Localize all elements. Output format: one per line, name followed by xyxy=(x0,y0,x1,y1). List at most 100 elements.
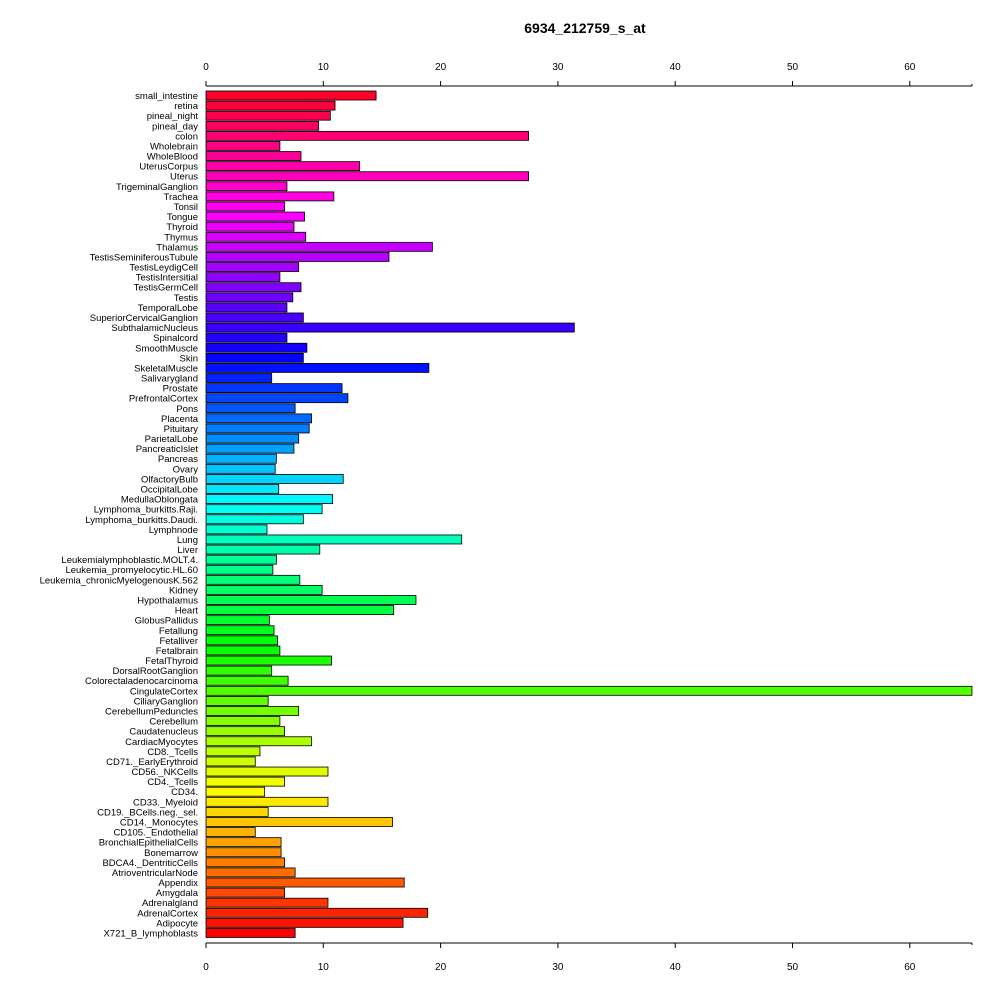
bar xyxy=(205,837,282,848)
bar xyxy=(205,605,395,615)
bar xyxy=(205,342,308,353)
category-label: CD56._NKCells xyxy=(131,767,198,778)
category-label: Kidney xyxy=(169,585,198,596)
bar xyxy=(205,585,323,595)
category-label: TemporalLobe xyxy=(138,303,198,314)
bottom-tick-label: 20 xyxy=(435,962,447,973)
category-label: Placenta xyxy=(161,414,199,425)
bottom-tick-label: 0 xyxy=(203,962,209,973)
category-label: WholeBlood xyxy=(147,152,198,163)
category-label: Bonemarrow xyxy=(144,848,198,859)
bar xyxy=(205,110,331,121)
category-label: Testis xyxy=(174,293,199,304)
bar xyxy=(205,827,256,837)
bar xyxy=(205,191,335,202)
category-label: Tonsil xyxy=(174,202,198,213)
category-label: X721_B_lymphoblasts xyxy=(103,928,198,939)
bar xyxy=(205,171,529,182)
bar xyxy=(205,675,289,686)
bar xyxy=(205,151,302,161)
category-label: TestisGermCell xyxy=(134,283,198,294)
category-label: Leukemialymphoblastic.MOLT.4. xyxy=(61,555,198,566)
bar xyxy=(205,413,312,424)
bar xyxy=(205,645,281,656)
category-label: SmoothMuscle xyxy=(135,343,198,354)
category-label: CD33._Myeloid xyxy=(133,797,198,808)
bar xyxy=(205,312,304,323)
category-label: Fetalliver xyxy=(159,636,198,647)
top-tick-label: 10 xyxy=(318,62,330,73)
bar xyxy=(205,120,320,131)
bar xyxy=(205,544,321,555)
bar xyxy=(205,917,404,928)
category-label: CingulateCortex xyxy=(130,686,198,697)
category-label: OccipitalLobe xyxy=(140,485,198,496)
category-label: Prostate xyxy=(163,384,198,395)
bar xyxy=(205,877,405,888)
top-tick-label: 30 xyxy=(552,62,564,73)
category-label: UterusCorpus xyxy=(139,162,198,173)
bar xyxy=(205,373,273,383)
category-label: Appendix xyxy=(158,878,198,889)
category-label: pineal_night xyxy=(147,111,199,122)
category-label: Heart xyxy=(175,606,199,617)
category-label: Trachea xyxy=(164,192,199,203)
bar xyxy=(205,706,300,716)
bar xyxy=(205,786,266,797)
bar xyxy=(205,817,393,827)
bar xyxy=(205,776,285,787)
bar xyxy=(205,554,277,565)
bar xyxy=(205,766,329,777)
category-label: Thalamus xyxy=(156,242,198,253)
bar xyxy=(205,494,334,505)
category-label: SuperiorCervicalGanglion xyxy=(90,313,198,324)
bar xyxy=(205,534,463,545)
category-label: Lymphoma_burkitts.Daudi. xyxy=(85,515,198,526)
category-label: AtrioventricularNode xyxy=(112,868,198,879)
category-label: Pons xyxy=(176,404,198,415)
category-label: Pituitary xyxy=(164,424,199,435)
bar xyxy=(205,201,285,212)
bar xyxy=(205,241,433,252)
category-label: PancreaticIslet xyxy=(136,444,199,455)
category-label: Ovary xyxy=(173,464,199,475)
category-label: MedullaOblongata xyxy=(121,495,199,506)
category-label: Adipocyte xyxy=(156,918,198,929)
bar xyxy=(205,474,344,484)
category-label: Amygdala xyxy=(156,888,199,899)
bar xyxy=(205,665,273,676)
category-label: Thymus xyxy=(164,232,198,243)
category-label: Skin xyxy=(180,353,198,364)
category-label: BDCA4._DentriticCells xyxy=(102,858,198,869)
bar xyxy=(205,615,270,626)
category-label: Lymphnode xyxy=(149,525,198,536)
bar xyxy=(205,262,300,272)
category-label: Colorectaladenocarcinoma xyxy=(85,676,199,687)
bar xyxy=(205,443,295,454)
category-label: CD34. xyxy=(171,787,198,798)
category-label: Fetallung xyxy=(159,626,198,637)
bar xyxy=(205,696,269,706)
category-label: CD4._Tcells xyxy=(147,777,198,788)
bar xyxy=(205,887,285,898)
category-label: TestisIntersitial xyxy=(136,273,198,284)
bottom-tick-label: 30 xyxy=(552,962,564,973)
bottom-x-axis: 0 10 20 30 40 50 60 xyxy=(203,942,973,973)
bar xyxy=(205,90,377,101)
bar xyxy=(205,635,278,646)
bar xyxy=(205,463,276,474)
category-label: CD105._Endothelial xyxy=(113,828,198,839)
category-label: BronchialEpithelialCells xyxy=(99,838,199,849)
top-tick-label: 20 xyxy=(435,62,447,73)
category-label: ParietalLobe xyxy=(145,434,198,445)
category-label: pineal_day xyxy=(152,121,198,132)
category-label: TestisSeminiferousTubule xyxy=(90,252,198,263)
category-label: CD8._Tcells xyxy=(147,747,198,758)
bar xyxy=(205,211,305,222)
category-label: Pancreas xyxy=(158,454,198,465)
category-label: small_intestine xyxy=(135,91,198,102)
bar xyxy=(205,352,304,363)
top-tick-label: 50 xyxy=(787,62,799,73)
top-tick-label: 60 xyxy=(904,62,916,73)
category-label: Leukemia_promyelocytic.HL.60 xyxy=(65,565,198,576)
